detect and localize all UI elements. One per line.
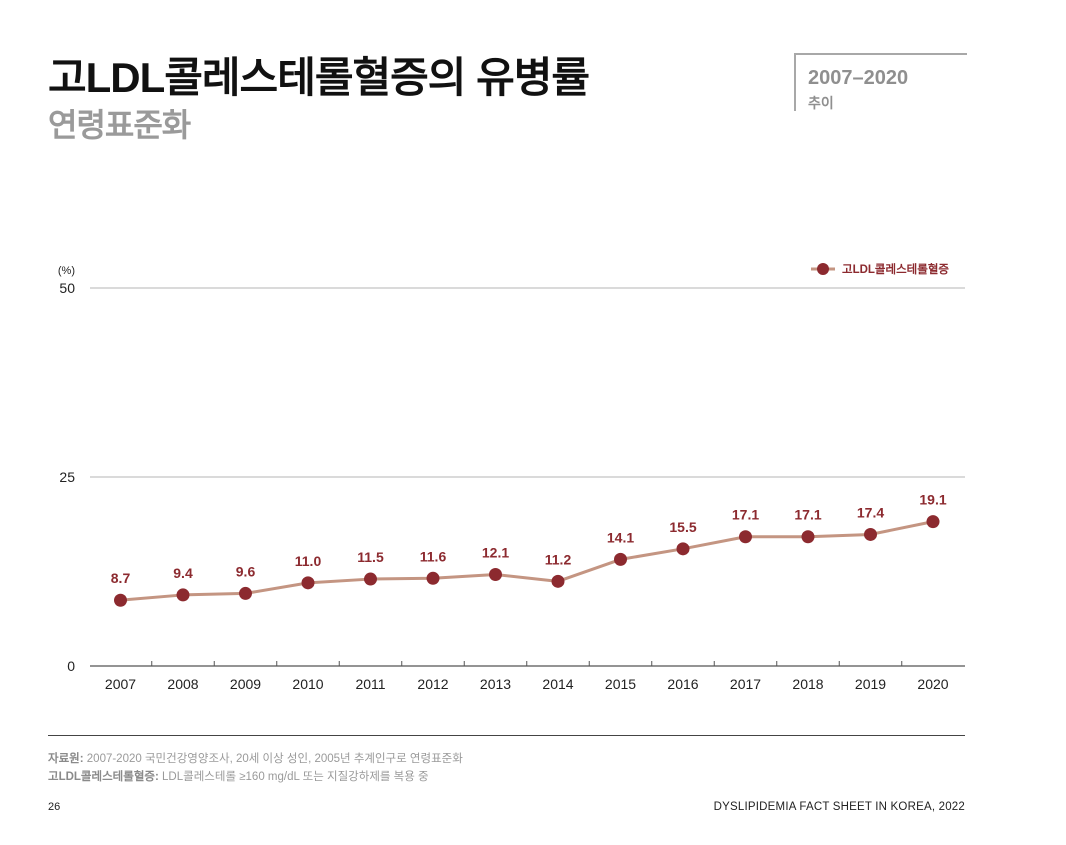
x-tick-label: 2012 (417, 676, 448, 692)
data-label: 11.6 (420, 548, 447, 564)
data-label: 11.2 (545, 551, 572, 567)
data-point (926, 515, 940, 529)
legend-label: 고LDL콜레스테롤혈증 (842, 262, 949, 276)
period-box: 2007–2020 추이 (794, 53, 967, 111)
x-tick-label: 2011 (355, 676, 385, 692)
legend-marker (817, 263, 829, 275)
x-tick-label: 2017 (730, 676, 761, 692)
data-point (801, 530, 815, 544)
x-tick-label: 2009 (230, 676, 261, 692)
data-label: 11.0 (295, 553, 322, 569)
series-line (120, 520, 934, 602)
data-point (239, 586, 252, 600)
source-note-text: 2007-2020 국민건강영양조사, 20세 이상 성인, 2005년 추계인… (83, 753, 463, 765)
x-tick-label: 2014 (542, 676, 573, 692)
data-point (364, 572, 377, 586)
data-point (739, 530, 752, 544)
data-label: 17.1 (794, 507, 821, 523)
data-label: 8.7 (111, 570, 131, 586)
data-point (864, 527, 877, 541)
data-label: 15.5 (669, 519, 696, 535)
data-point (426, 571, 440, 585)
data-point (176, 588, 190, 602)
document-name: DYSLIPIDEMIA FACT SHEET IN KOREA, 2022 (713, 801, 965, 813)
data-point (301, 576, 315, 590)
data-label: 12.1 (482, 545, 509, 561)
footer-divider (48, 735, 965, 736)
definition-note-label: 고LDL콜레스테롤혈증: (48, 771, 159, 783)
data-point (676, 542, 690, 556)
definition-note: 고LDL콜레스테롤혈증: LDL콜레스테롤 ≥160 mg/dL 또는 지질강하… (48, 768, 429, 784)
data-point (614, 552, 627, 566)
data-point (551, 574, 565, 588)
page-number: 26 (48, 801, 61, 813)
x-tick-label: 2015 (605, 676, 636, 692)
page-subtitle: 연령표준화 (48, 107, 191, 143)
y-tick-label: 0 (67, 658, 75, 674)
line-chart: 0 25 50 (%) 2007 2008 2009 2010 2011 2012 2013 2014… (58, 262, 965, 692)
data-label: 11.5 (357, 549, 384, 565)
data-label: 9.4 (173, 565, 193, 581)
definition-note-text: LDL콜레스테롤 ≥160 mg/dL 또는 지질강하제를 복용 중 (158, 771, 429, 783)
source-note: 자료원: 2007-2020 국민건강영양조사, 20세 이상 성인, 2005… (48, 750, 463, 766)
page-title: 고LDL콜레스테롤혈증의 유병률 (48, 54, 590, 101)
x-tick-label: 2010 (292, 676, 323, 692)
x-tick-label: 2020 (917, 676, 948, 692)
y-tick-label: 25 (59, 469, 75, 485)
data-label: 19.1 (919, 492, 946, 508)
data-label: 9.6 (236, 563, 256, 579)
data-point (114, 593, 127, 607)
x-tick-label: 2007 (105, 676, 136, 692)
x-tick-label: 2019 (855, 676, 886, 692)
x-tick-label: 2013 (480, 676, 511, 692)
period-label: 추이 (808, 95, 834, 111)
source-note-label: 자료원: (48, 753, 84, 765)
y-tick-label: 50 (59, 280, 75, 296)
data-label: 14.1 (607, 529, 634, 545)
x-tick-label: 2018 (792, 676, 823, 692)
x-tick-label: 2008 (167, 676, 198, 692)
period-range: 2007–2020 (808, 67, 909, 89)
data-point (489, 568, 502, 582)
data-label: 17.1 (732, 507, 759, 523)
y-axis-unit: (%) (58, 265, 75, 277)
data-label: 17.4 (857, 504, 884, 520)
x-tick-label: 2016 (667, 676, 698, 692)
